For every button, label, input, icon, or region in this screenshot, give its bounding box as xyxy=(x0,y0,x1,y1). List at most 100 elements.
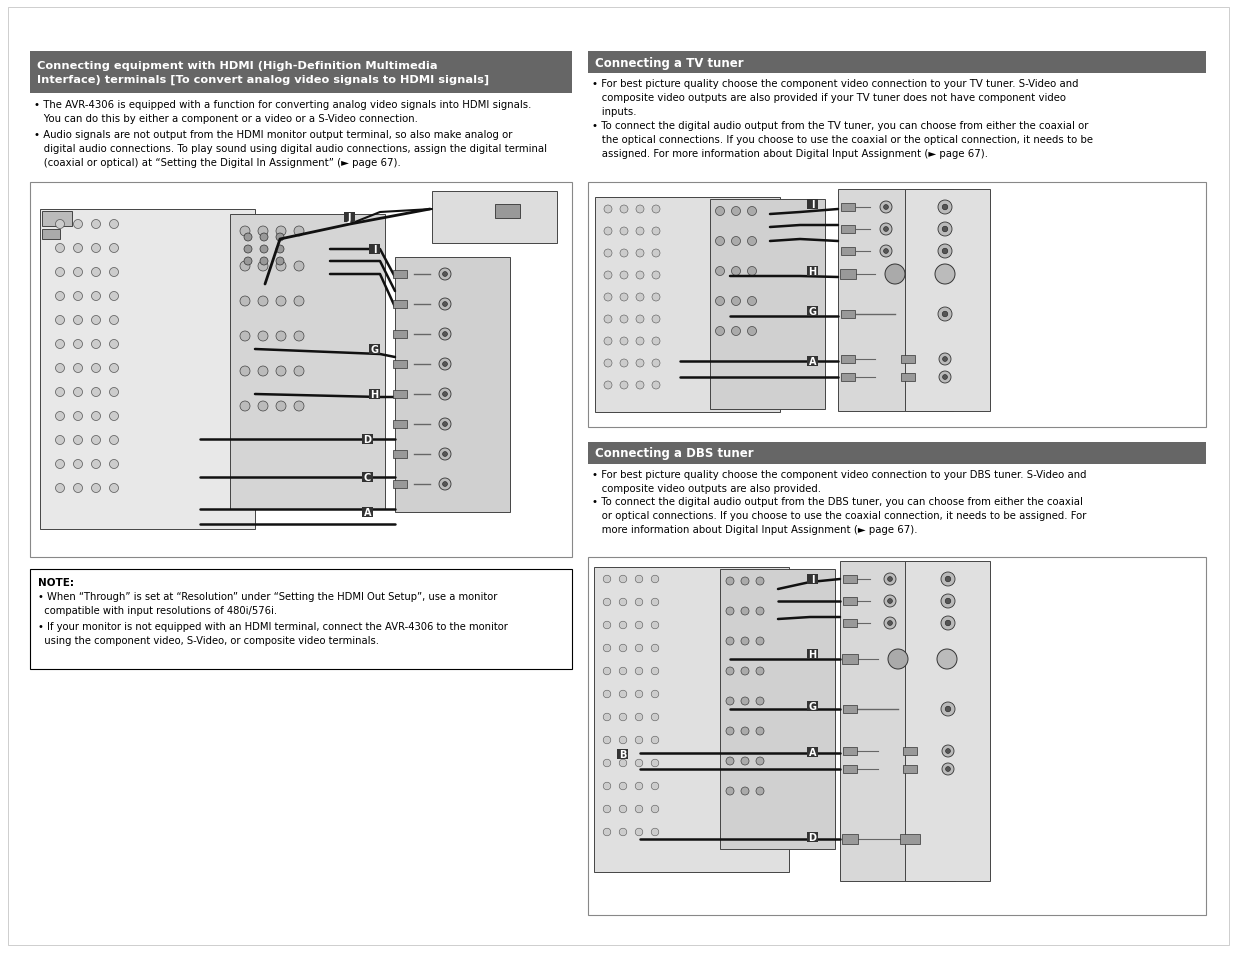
Circle shape xyxy=(56,293,64,301)
Circle shape xyxy=(943,745,954,758)
Circle shape xyxy=(726,578,734,585)
Bar xyxy=(901,355,915,364)
Text: B: B xyxy=(618,749,626,760)
Bar xyxy=(841,248,855,255)
Bar xyxy=(393,420,407,429)
Text: • Audio signals are not output from the HDMI monitor output terminal, so also ma: • Audio signals are not output from the … xyxy=(33,130,547,168)
Circle shape xyxy=(741,727,748,735)
Circle shape xyxy=(943,227,948,233)
Circle shape xyxy=(56,364,64,374)
Circle shape xyxy=(73,268,83,277)
Circle shape xyxy=(731,237,741,246)
Bar xyxy=(842,747,857,755)
Circle shape xyxy=(620,667,627,675)
Text: H: H xyxy=(809,649,816,659)
Circle shape xyxy=(92,316,100,325)
Bar xyxy=(588,183,1206,428)
Circle shape xyxy=(651,667,659,675)
Circle shape xyxy=(756,698,764,705)
Circle shape xyxy=(741,787,748,795)
Circle shape xyxy=(636,250,644,257)
Circle shape xyxy=(883,250,888,254)
Bar xyxy=(230,214,385,510)
Bar xyxy=(842,576,857,583)
Bar xyxy=(842,619,857,627)
Bar xyxy=(594,567,789,872)
Circle shape xyxy=(240,401,250,412)
Circle shape xyxy=(715,327,725,336)
Circle shape xyxy=(294,332,304,341)
Bar xyxy=(841,311,855,318)
Circle shape xyxy=(652,250,661,257)
Circle shape xyxy=(92,460,100,469)
Circle shape xyxy=(756,638,764,645)
Circle shape xyxy=(443,362,448,367)
Circle shape xyxy=(652,337,661,346)
Circle shape xyxy=(943,763,954,775)
Bar xyxy=(432,192,557,244)
Circle shape xyxy=(884,574,896,585)
Circle shape xyxy=(92,220,100,230)
Bar xyxy=(840,270,856,280)
Circle shape xyxy=(240,296,250,307)
Text: G: G xyxy=(809,307,816,316)
Circle shape xyxy=(945,767,950,772)
Circle shape xyxy=(439,269,452,281)
Circle shape xyxy=(620,206,628,213)
Circle shape xyxy=(259,332,268,341)
Text: A: A xyxy=(809,747,816,758)
Circle shape xyxy=(636,576,643,583)
Circle shape xyxy=(945,749,950,754)
Bar xyxy=(807,575,818,584)
Bar xyxy=(807,200,818,210)
Circle shape xyxy=(92,484,100,493)
Bar xyxy=(393,331,407,338)
Bar xyxy=(393,451,407,458)
Circle shape xyxy=(260,233,268,242)
Circle shape xyxy=(756,758,764,765)
Circle shape xyxy=(620,737,627,744)
Circle shape xyxy=(240,262,250,272)
Bar xyxy=(841,374,855,381)
Circle shape xyxy=(604,828,611,836)
Text: I: I xyxy=(372,245,376,254)
Circle shape xyxy=(636,737,643,744)
Bar xyxy=(841,204,855,212)
Bar xyxy=(842,765,857,773)
Circle shape xyxy=(651,805,659,813)
Circle shape xyxy=(73,484,83,493)
Text: Connecting equipment with HDMI (High-Definition Multimedia
Interface) terminals : Connecting equipment with HDMI (High-Def… xyxy=(37,61,489,85)
Circle shape xyxy=(56,484,64,493)
Circle shape xyxy=(636,359,644,368)
Circle shape xyxy=(92,244,100,253)
Circle shape xyxy=(92,364,100,374)
Text: A: A xyxy=(809,356,816,367)
Circle shape xyxy=(636,782,643,790)
Circle shape xyxy=(747,208,757,216)
Circle shape xyxy=(240,332,250,341)
Circle shape xyxy=(651,621,659,629)
Bar xyxy=(617,749,628,760)
Circle shape xyxy=(92,293,100,301)
Bar xyxy=(393,271,407,278)
Circle shape xyxy=(939,372,951,384)
Bar xyxy=(842,655,858,664)
Circle shape xyxy=(110,436,119,445)
Circle shape xyxy=(945,620,951,626)
Circle shape xyxy=(756,727,764,735)
Circle shape xyxy=(945,598,951,604)
Text: A: A xyxy=(364,507,371,517)
Circle shape xyxy=(604,805,611,813)
Circle shape xyxy=(244,257,252,266)
Circle shape xyxy=(73,388,83,397)
Circle shape xyxy=(741,758,748,765)
Circle shape xyxy=(604,359,612,368)
Text: G: G xyxy=(371,345,379,355)
Circle shape xyxy=(276,246,285,253)
Circle shape xyxy=(652,228,661,235)
Bar xyxy=(807,649,818,659)
Circle shape xyxy=(92,388,100,397)
Circle shape xyxy=(259,367,268,376)
Circle shape xyxy=(651,760,659,767)
Circle shape xyxy=(880,246,892,257)
